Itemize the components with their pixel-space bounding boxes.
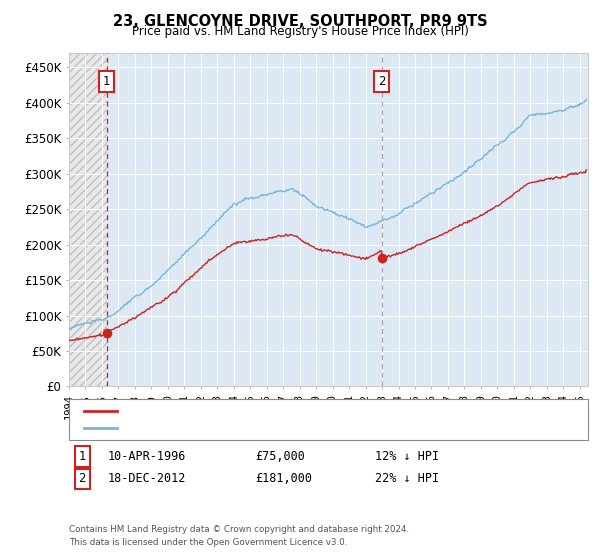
Text: Price paid vs. HM Land Registry's House Price Index (HPI): Price paid vs. HM Land Registry's House … — [131, 25, 469, 38]
Text: 23, GLENCOYNE DRIVE, SOUTHPORT, PR9 9TS: 23, GLENCOYNE DRIVE, SOUTHPORT, PR9 9TS — [113, 14, 487, 29]
Text: This data is licensed under the Open Government Licence v3.0.: This data is licensed under the Open Gov… — [69, 538, 347, 547]
Text: 23, GLENCOYNE DRIVE, SOUTHPORT, PR9 9TS (detached house): 23, GLENCOYNE DRIVE, SOUTHPORT, PR9 9TS … — [123, 405, 473, 416]
Text: £181,000: £181,000 — [255, 472, 312, 486]
Bar — [69, 53, 107, 386]
Text: 1: 1 — [103, 75, 110, 88]
Text: 10-APR-1996: 10-APR-1996 — [108, 450, 187, 463]
Text: 2: 2 — [378, 75, 385, 88]
Text: 2: 2 — [79, 472, 86, 486]
Text: 1: 1 — [79, 450, 86, 463]
Text: 12% ↓ HPI: 12% ↓ HPI — [375, 450, 439, 463]
Text: 18-DEC-2012: 18-DEC-2012 — [108, 472, 187, 486]
Bar — [107, 53, 588, 386]
Text: HPI: Average price, detached house, Sefton: HPI: Average price, detached house, Seft… — [123, 423, 361, 433]
Text: Contains HM Land Registry data © Crown copyright and database right 2024.: Contains HM Land Registry data © Crown c… — [69, 525, 409, 534]
Text: £75,000: £75,000 — [255, 450, 305, 463]
Text: 22% ↓ HPI: 22% ↓ HPI — [375, 472, 439, 486]
